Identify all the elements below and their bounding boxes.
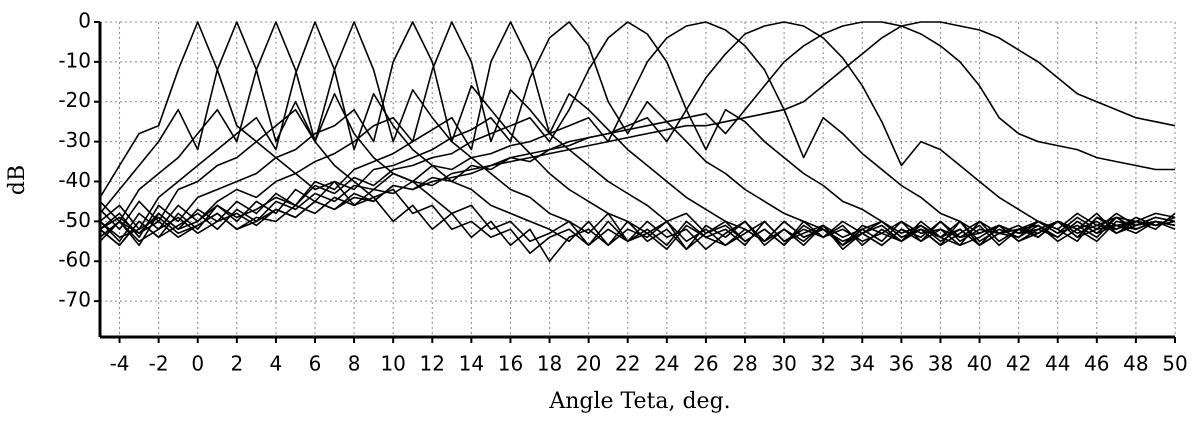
- x-tick-label: 50: [1162, 352, 1187, 376]
- x-tick-label: 44: [1045, 352, 1070, 376]
- y-tick-label: -60: [58, 248, 91, 272]
- series-line: [99, 21, 1176, 247]
- series-line: [99, 21, 1176, 251]
- x-tick-label: 12: [420, 352, 445, 376]
- x-tick-label: 6: [309, 352, 322, 376]
- series-line: [99, 21, 1176, 247]
- y-tick-label: -20: [58, 88, 91, 112]
- y-tick-label: -30: [58, 128, 91, 152]
- y-tick-label: -70: [58, 288, 91, 312]
- x-axis-label: Angle Teta, deg.: [548, 389, 730, 414]
- x-tick-label: 36: [889, 352, 914, 376]
- x-tick-label: 34: [850, 352, 875, 376]
- x-tick-label: 2: [230, 352, 243, 376]
- x-tick-label: 10: [380, 352, 405, 376]
- series-line: [99, 21, 1175, 239]
- y-tick-label: 0: [78, 9, 91, 33]
- x-tick-label: 18: [537, 352, 562, 376]
- x-tick-label: 24: [654, 352, 679, 376]
- x-tick-label: 42: [1006, 352, 1031, 376]
- series-line: [99, 21, 1176, 239]
- x-tick-label: 30: [771, 352, 796, 376]
- x-tick-label: 14: [459, 352, 484, 376]
- y-tick-label: -40: [58, 168, 91, 192]
- plot-area: [100, 22, 1175, 337]
- x-tick-label: 38: [928, 352, 953, 376]
- x-tick-label: 0: [191, 352, 204, 376]
- x-tick-label: 22: [615, 352, 640, 376]
- x-tick-label: 28: [732, 352, 757, 376]
- x-tick-label: -4: [110, 352, 130, 376]
- y-tick-label: -10: [58, 48, 91, 72]
- x-tick-label: 8: [348, 352, 361, 376]
- series-line: [99, 21, 1176, 247]
- x-tick-label: 40: [967, 352, 992, 376]
- x-tick-label: -2: [149, 352, 169, 376]
- series-line: [99, 21, 1176, 247]
- x-tick-label: 48: [1123, 352, 1148, 376]
- y-axis-label: dB: [5, 165, 30, 195]
- x-tick-label: 4: [270, 352, 283, 376]
- x-tick-label: 16: [498, 352, 523, 376]
- x-tick-label: 26: [693, 352, 718, 376]
- x-tick-label: 32: [810, 352, 835, 376]
- series-line: [99, 21, 1176, 247]
- y-tick-label: -50: [58, 208, 91, 232]
- x-tick-label: 46: [1084, 352, 1109, 376]
- x-tick-label: 20: [576, 352, 601, 376]
